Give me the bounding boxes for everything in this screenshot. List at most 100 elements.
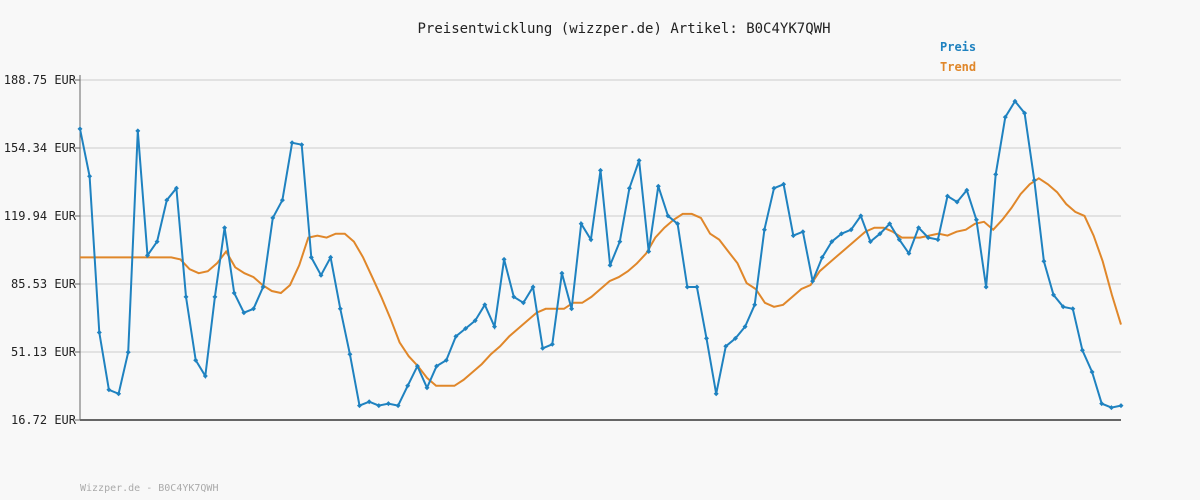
preis-point — [800, 229, 806, 235]
preis-point — [626, 185, 632, 191]
preis-point — [202, 373, 208, 379]
y-axis-ticks: 188.75 EUR 154.34 EUR 119.94 EUR 85.53 EUR 5… — [4, 73, 80, 427]
preis-point — [675, 221, 681, 227]
preis-point — [858, 213, 864, 219]
y-tick-label: 51.13 EUR — [11, 345, 77, 359]
preis-point — [723, 343, 729, 349]
y-tick-label: 119.94 EUR — [4, 209, 77, 223]
preis-point — [684, 284, 690, 290]
preis-point — [578, 221, 584, 227]
preis-point — [405, 383, 411, 389]
preis-point — [713, 391, 719, 397]
chart-title: Preisentwicklung (wizzper.de) Artikel: B… — [417, 21, 830, 37]
preis-point — [906, 250, 912, 256]
preis-point — [887, 221, 893, 227]
preis-point — [434, 363, 440, 369]
legend: Preis Trend — [940, 40, 976, 74]
preis-point — [1099, 401, 1105, 407]
preis-point — [867, 239, 873, 245]
footer-credit: Wizzper.de - B0C4YK7QWH — [80, 483, 218, 494]
preis-point — [212, 294, 218, 300]
preis-point — [530, 284, 536, 290]
preis-point — [829, 239, 835, 245]
preis-point — [299, 142, 305, 148]
preis-point — [501, 256, 507, 262]
preis-point — [646, 249, 652, 254]
preis-point — [135, 128, 141, 134]
preis-point — [973, 217, 979, 223]
preis-point — [164, 197, 170, 203]
preis-point — [376, 403, 382, 409]
preis-point — [732, 335, 738, 341]
y-tick-label: 154.34 EUR — [4, 141, 77, 155]
preis-point — [318, 272, 324, 278]
preis-point — [511, 294, 517, 300]
preis-point — [810, 278, 816, 284]
preis-point — [270, 215, 276, 221]
y-tick-label: 85.53 EUR — [11, 277, 77, 291]
preis-point — [1089, 369, 1095, 375]
grid-lines — [80, 79, 1121, 353]
series-layer — [77, 98, 1124, 411]
preis-point — [414, 363, 420, 369]
preis-point — [347, 351, 353, 357]
preis-point — [704, 335, 709, 341]
preis-point — [752, 302, 758, 308]
preis-point — [1041, 258, 1047, 264]
preis-point — [983, 284, 989, 290]
preis-point — [453, 333, 459, 339]
preis-point — [945, 193, 950, 199]
preis-point — [588, 237, 594, 243]
preis-point — [896, 237, 902, 243]
preis-point — [1108, 405, 1114, 411]
preis-point — [916, 225, 922, 231]
preis-point — [289, 140, 295, 146]
preis-point — [993, 171, 999, 177]
preis-point — [385, 401, 391, 407]
preis-point — [607, 262, 613, 268]
preis-point — [1051, 292, 1056, 298]
preis-point — [655, 183, 661, 189]
legend-trend: Trend — [940, 60, 976, 74]
preis-point — [337, 306, 343, 312]
preis-point — [222, 225, 228, 231]
preis-point — [954, 199, 960, 205]
preis-point — [395, 403, 401, 409]
preis-point — [145, 252, 150, 258]
preis-point — [251, 306, 256, 312]
preis-point — [231, 290, 237, 296]
preis-point — [1060, 304, 1066, 310]
preis-point — [173, 185, 179, 191]
preis-point — [819, 254, 825, 260]
preis-point — [463, 326, 469, 331]
preis-point — [125, 349, 131, 355]
preis-point — [925, 235, 931, 241]
preis-point — [116, 391, 122, 397]
y-tick-label: 16.72 EUR — [11, 413, 77, 427]
preis-point — [935, 237, 941, 243]
preis-point — [1118, 403, 1124, 409]
preis-point — [492, 324, 497, 330]
preis-point — [636, 158, 642, 163]
preis-point — [964, 187, 970, 193]
preis-point — [1002, 114, 1008, 120]
preis-point — [569, 306, 575, 312]
preis-point — [790, 233, 796, 239]
preis-point — [328, 254, 334, 260]
preis-point — [877, 231, 883, 237]
preis-point — [482, 302, 488, 308]
preis-point — [617, 239, 623, 245]
preis-point — [761, 227, 767, 233]
preis-point — [598, 167, 603, 173]
preis-point — [424, 385, 430, 391]
preis-point — [77, 126, 83, 132]
preis-point — [260, 284, 266, 290]
preis-point — [1022, 110, 1028, 116]
preis-point — [549, 341, 555, 347]
preis-point — [559, 270, 565, 276]
preis-point — [241, 310, 247, 316]
preis-point — [839, 231, 844, 237]
preis-point — [193, 357, 199, 363]
preis-point — [106, 387, 112, 393]
